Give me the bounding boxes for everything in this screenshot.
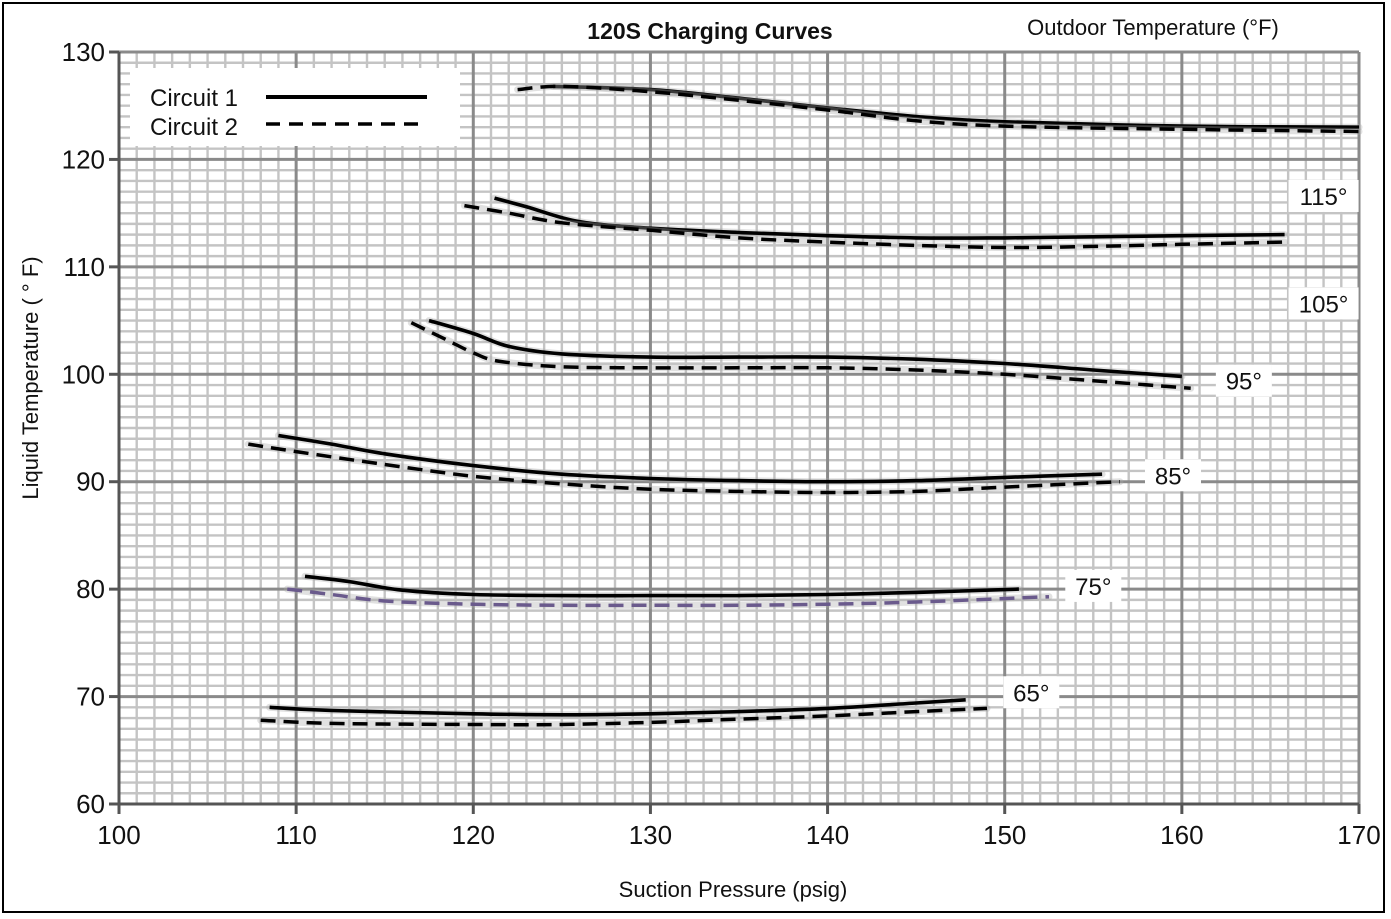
- circuit-2-75-curve: [287, 587, 1050, 608]
- x-tick-label: 160: [1160, 820, 1203, 850]
- major-grid: [119, 50, 1361, 804]
- circuit-2-65-curve: [260, 706, 988, 727]
- curve-label-bg: [1288, 179, 1359, 212]
- y-tick-label: 90: [76, 467, 105, 497]
- chart-title: 120S Charging Curves: [587, 18, 832, 44]
- curve-label: 95°: [1226, 369, 1262, 396]
- curve-label-bg: [1288, 287, 1359, 320]
- y-tick-label: 110: [64, 252, 105, 282]
- curve-label: 65°: [1013, 680, 1049, 707]
- legend: Circuit 1 Circuit 2: [130, 68, 460, 146]
- x-tick-label: 100: [97, 820, 140, 850]
- legend-box: [130, 68, 460, 146]
- circuit-1-105-curve: [494, 196, 1285, 240]
- curve-label-bg: [1003, 676, 1060, 709]
- legend-label-circuit-2: Circuit 2: [150, 114, 238, 141]
- circuit-2-105-curve: [464, 203, 1285, 250]
- curves: [244, 82, 1363, 729]
- curve-label: 115°: [1300, 184, 1348, 211]
- curve-label-bg: [1215, 364, 1272, 397]
- y-tick-label: 80: [76, 574, 105, 604]
- y-tick-label: 60: [76, 789, 105, 819]
- curve-label: 105°: [1299, 291, 1349, 318]
- curve-label-bg: [1065, 569, 1122, 602]
- circuit-1-85-curve: [278, 433, 1103, 484]
- circuit-1-95-curve: [428, 318, 1183, 379]
- minor-grid: [119, 52, 1359, 804]
- circuit-1-115-curve: [552, 84, 1360, 129]
- y-tick-labels: 60 70 80 90 100 110 120 130: [62, 37, 105, 819]
- x-tick-label: 170: [1337, 820, 1380, 850]
- chart-title-bg: [555, 14, 867, 48]
- curve-labels: 115° 105° 95° 85° 75° 65°: [1003, 179, 1359, 709]
- y-tick-label: 70: [76, 682, 105, 712]
- x-tick-labels: 100 110 120 130 140 150 160 170: [97, 820, 1380, 850]
- circuit-2-85-curve: [248, 442, 1120, 495]
- y-axis-title: Liquid Temperature ( ° F): [18, 256, 43, 499]
- circuit-2-95-curve: [410, 321, 1191, 391]
- circuit-1-65-curve: [269, 698, 966, 717]
- x-tick-label: 140: [806, 820, 849, 850]
- legend-label-circuit-1: Circuit 1: [150, 85, 238, 112]
- y-tick-label: 120: [62, 144, 105, 174]
- circuit-1-75-curve: [304, 574, 1019, 598]
- curve-label: 85°: [1155, 463, 1191, 490]
- y-tick-label: 100: [62, 359, 105, 389]
- legend-title: Outdoor Temperature (°F): [1027, 15, 1279, 40]
- y-tick-label: 130: [62, 37, 105, 67]
- curve-label: 75°: [1075, 574, 1111, 601]
- x-axis-title: Suction Pressure (psig): [619, 877, 848, 902]
- x-tick-label: 150: [983, 820, 1026, 850]
- legend-title-bg: [990, 8, 1320, 44]
- x-tick-label: 130: [629, 820, 672, 850]
- x-tick-label: 120: [452, 820, 495, 850]
- circuit-2-115-curve: [517, 84, 1360, 134]
- circuit-1-105-curve-shadow: [491, 194, 1289, 242]
- x-tick-label: 110: [275, 820, 316, 850]
- axis-lines: [109, 50, 1361, 814]
- curve-label-bg: [1145, 459, 1201, 492]
